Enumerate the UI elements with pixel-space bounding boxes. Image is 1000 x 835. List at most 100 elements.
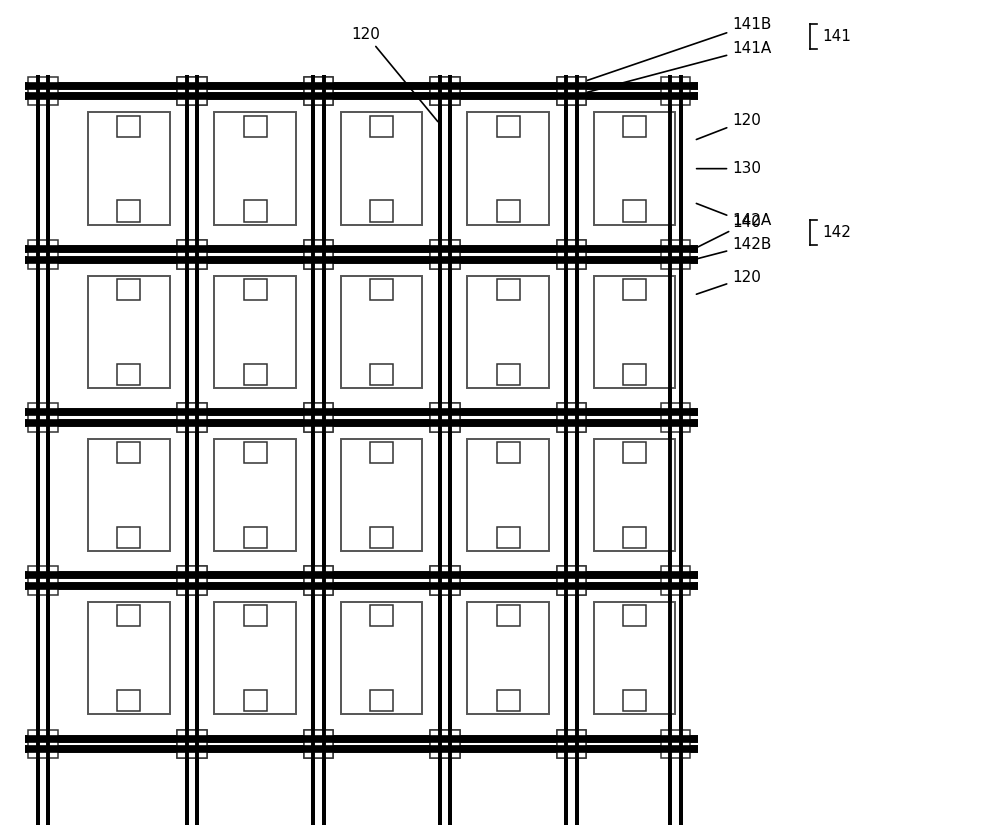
Bar	[341, 438, 422, 551]
Bar	[623, 200, 646, 221]
Bar	[370, 364, 393, 385]
Bar	[467, 276, 549, 388]
Bar	[304, 566, 333, 595]
Bar	[304, 566, 333, 595]
Bar	[370, 690, 393, 711]
Text: 130: 130	[697, 161, 761, 176]
Bar	[177, 240, 207, 269]
Bar	[177, 403, 207, 432]
Bar	[177, 566, 207, 595]
Bar	[304, 730, 333, 758]
Bar	[467, 438, 549, 551]
Bar	[497, 200, 520, 221]
Bar	[117, 605, 140, 626]
Bar	[467, 602, 549, 715]
Bar	[497, 605, 520, 626]
Bar	[177, 77, 207, 105]
Bar	[557, 403, 586, 432]
Bar	[594, 438, 675, 551]
Bar	[244, 115, 267, 137]
Bar	[623, 442, 646, 463]
Bar	[304, 77, 333, 105]
Bar	[214, 438, 296, 551]
Text: 141A: 141A	[574, 41, 771, 96]
Bar	[117, 115, 140, 137]
Bar	[28, 566, 58, 595]
Bar	[244, 442, 267, 463]
Bar	[177, 566, 207, 595]
Bar	[497, 442, 520, 463]
Bar	[497, 364, 520, 385]
Bar	[177, 403, 207, 432]
Bar	[430, 77, 460, 105]
Bar	[244, 527, 267, 548]
Bar	[370, 279, 393, 300]
Bar	[467, 113, 549, 225]
Bar	[244, 690, 267, 711]
Bar	[244, 605, 267, 626]
Bar	[28, 730, 58, 758]
Bar	[177, 240, 207, 269]
Bar	[557, 77, 586, 105]
Bar	[594, 602, 675, 715]
Bar	[623, 115, 646, 137]
Text: 140: 140	[696, 204, 761, 230]
Bar	[370, 115, 393, 137]
Bar	[117, 442, 140, 463]
Bar	[370, 605, 393, 626]
Bar	[594, 113, 675, 225]
Bar	[214, 602, 296, 715]
Bar	[594, 276, 675, 388]
Bar	[430, 77, 460, 105]
Bar	[497, 527, 520, 548]
Bar	[117, 527, 140, 548]
Bar	[304, 240, 333, 269]
Bar	[557, 566, 586, 595]
Bar	[28, 77, 58, 105]
Bar	[430, 566, 460, 595]
Bar	[304, 240, 333, 269]
Bar	[370, 200, 393, 221]
Bar	[304, 403, 333, 432]
Bar	[557, 730, 586, 758]
Bar	[341, 602, 422, 715]
Text: 120: 120	[696, 113, 761, 139]
Bar	[430, 730, 460, 758]
Bar	[370, 442, 393, 463]
Bar	[623, 527, 646, 548]
Bar	[497, 690, 520, 711]
Bar	[88, 113, 170, 225]
Bar	[341, 276, 422, 388]
Bar	[430, 240, 460, 269]
Bar	[88, 438, 170, 551]
Bar	[430, 566, 460, 595]
Text: 142B: 142B	[696, 237, 771, 259]
Bar	[623, 279, 646, 300]
Bar	[430, 403, 460, 432]
Bar	[557, 77, 586, 105]
Bar	[430, 730, 460, 758]
Text: 141: 141	[823, 29, 852, 44]
Bar	[28, 240, 58, 269]
Bar	[117, 364, 140, 385]
Bar	[661, 403, 690, 432]
Bar	[88, 602, 170, 715]
Bar	[244, 200, 267, 221]
Bar	[117, 690, 140, 711]
Bar	[430, 240, 460, 269]
Bar	[557, 240, 586, 269]
Bar	[117, 200, 140, 221]
Bar	[557, 403, 586, 432]
Bar	[623, 605, 646, 626]
Bar	[341, 113, 422, 225]
Bar	[497, 279, 520, 300]
Bar	[117, 279, 140, 300]
Bar	[661, 240, 690, 269]
Bar	[304, 77, 333, 105]
Bar	[370, 527, 393, 548]
Bar	[304, 730, 333, 758]
Bar	[177, 77, 207, 105]
Bar	[497, 115, 520, 137]
Bar	[177, 730, 207, 758]
Text: 141B: 141B	[574, 17, 771, 85]
